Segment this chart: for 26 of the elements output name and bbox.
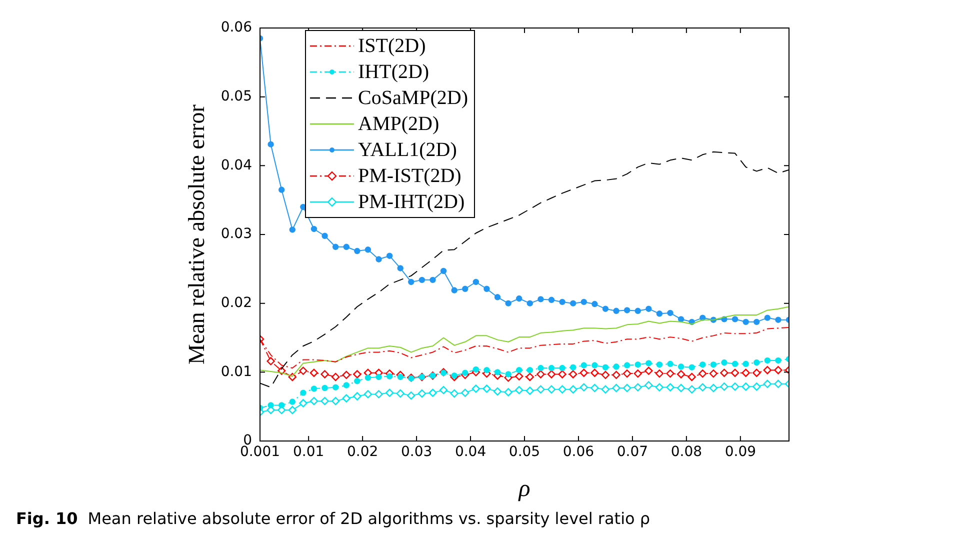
y-tick-label: 0.01 bbox=[220, 364, 252, 380]
y-tick-label: 0.03 bbox=[220, 226, 252, 242]
legend-label: IHT(2D) bbox=[358, 60, 430, 85]
legend-label: YALL1(2D) bbox=[358, 138, 457, 163]
x-tick-label: 0.04 bbox=[454, 444, 486, 460]
legend-label: IST(2D) bbox=[358, 34, 426, 59]
x-tick-label: 0.02 bbox=[346, 444, 378, 460]
x-tick-label: 0.01 bbox=[292, 444, 324, 460]
y-tick-label: 0.04 bbox=[220, 157, 252, 174]
x-tick-label: 0.05 bbox=[508, 444, 540, 460]
y-tick-label: 0.06 bbox=[220, 20, 252, 36]
legend-label: PM-IST(2D) bbox=[358, 164, 462, 189]
x-tick-label: 0.08 bbox=[670, 444, 702, 460]
x-tick-label: 0.03 bbox=[400, 444, 432, 460]
x-tick-label: 0.06 bbox=[562, 444, 594, 460]
y-axis-title: Mean relative absolute error bbox=[184, 104, 209, 364]
x-axis-title: ρ bbox=[518, 476, 530, 502]
y-tick-label: 0.05 bbox=[220, 88, 252, 104]
text: Mean relative absolute error of 2D algorithms vs. sparsity level ratio ρ bbox=[88, 509, 650, 528]
x-tick-label: 0.07 bbox=[616, 444, 648, 460]
y-tick-label: 0.02 bbox=[220, 294, 252, 311]
legend-label: CoSaMP(2D) bbox=[358, 86, 468, 111]
legend-label: PM-IHT(2D) bbox=[358, 190, 465, 215]
legend-label: AMP(2D) bbox=[358, 112, 440, 137]
x-tick-label: 0.09 bbox=[724, 444, 756, 460]
caption: Fig. 10 bbox=[16, 509, 78, 528]
